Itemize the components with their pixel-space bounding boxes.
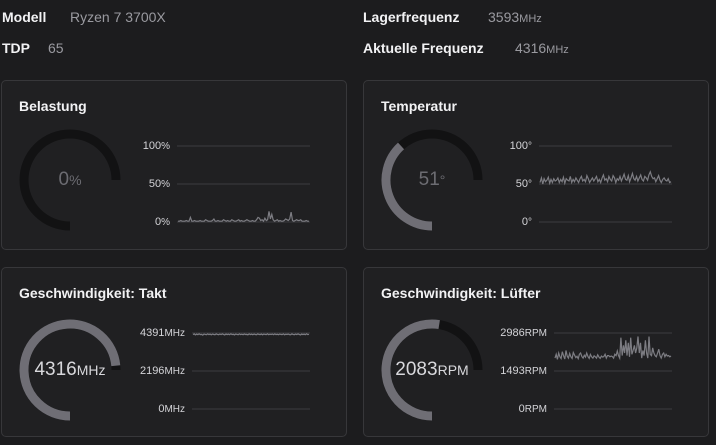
temperature-tick-max-value: 100 — [509, 140, 528, 152]
clock-speed-tick-max: 4391MHz — [140, 327, 185, 339]
temperature-tick-mid-unit: ° — [528, 179, 532, 190]
temperature-tick-min-value: 0 — [521, 216, 528, 228]
current-frequency-value: 4316MHz — [515, 40, 569, 56]
base-frequency-label: Lagerfrequenz — [363, 9, 460, 25]
fan-speed-gauge-ring — [381, 319, 483, 421]
fan-speed-gauge-value: 2083 — [395, 359, 438, 380]
load-tick-max-unit: % — [161, 141, 170, 152]
load-tick-min-value: 0 — [154, 216, 162, 228]
clock-speed-gauge-readout: 4316 MHz — [18, 318, 122, 422]
fan-speed-tick-max: 2986RPM — [500, 327, 547, 339]
temperature-card-title: Temperatur — [381, 98, 457, 114]
load-tick-max-value: 100 — [142, 140, 162, 152]
load-gauge: 0% — [18, 128, 122, 232]
clock-speed-gauge-value: 4316 — [34, 359, 77, 380]
temperature-tick-max-unit: ° — [528, 141, 532, 152]
clock-speed-tick-min: 0MHz — [158, 403, 185, 415]
current-frequency-unit: MHz — [546, 44, 569, 56]
fan-speed-tick-mid-unit: RPM — [524, 366, 547, 377]
load-tick-mid-unit: % — [161, 179, 170, 190]
clock-speed-gauge: 4316 MHz — [18, 318, 122, 422]
clock-speed-tick-max-unit: MHz — [164, 328, 185, 339]
temperature-tick-min: 0° — [522, 216, 532, 228]
fan-speed-tick-max-unit: RPM — [524, 328, 547, 339]
load-gauge-readout: 0% — [18, 128, 122, 232]
series-line — [178, 211, 309, 223]
load-gauge-ring — [19, 129, 121, 231]
gauge-fill — [381, 142, 433, 231]
clock-speed-tick-min-unit: MHz — [164, 404, 185, 415]
gauge-fill — [19, 319, 121, 421]
temperature-tick-mid-value: 50 — [515, 178, 528, 190]
gauge-track — [19, 129, 121, 231]
model-value: Ryzen 7 3700X — [70, 9, 166, 25]
clock-speed-gauge-ring — [19, 319, 121, 421]
model-label: Modell — [2, 9, 47, 25]
fan-speed-tick-mid-value: 1493 — [500, 365, 525, 377]
series-line — [192, 333, 310, 336]
temperature-gauge: 51 ° — [380, 128, 484, 232]
temperature-gauge-value: 51 — [418, 169, 440, 190]
temperature-tick-min-unit: ° — [528, 217, 532, 228]
base-frequency-value: 3593MHz — [488, 9, 542, 25]
fan-speed-tick-max-value: 2986 — [500, 327, 525, 339]
fan-speed-tick-min-unit: RPM — [524, 404, 547, 415]
temperature-tick-max: 100° — [510, 140, 532, 152]
load-tick-mid: 50% — [149, 178, 170, 190]
fan-speed-sparkline — [554, 332, 672, 410]
fan-speed-card: Geschwindigkeit: Lüfter 2083 RPM 2986RPM … — [363, 267, 709, 437]
load-tick-max: 100% — [143, 140, 170, 152]
clock-speed-tick-mid: 2196MHz — [140, 365, 185, 377]
current-frequency-label: Aktuelle Frequenz — [363, 40, 484, 56]
temperature-sparkline — [539, 145, 672, 223]
current-frequency-number: 4316 — [515, 40, 547, 56]
gauge-fill — [381, 319, 440, 421]
load-card: Belastung 0% 100% 50% 0% — [1, 80, 347, 250]
load-tick-mid-value: 50 — [148, 178, 162, 190]
load-gauge-unit: % — [69, 172, 82, 188]
clock-speed-card-title: Geschwindigkeit: Takt — [19, 285, 167, 301]
fan-speed-tick-mid: 1493RPM — [500, 365, 547, 377]
clock-speed-sparkline — [192, 332, 310, 410]
fan-speed-gauge: 2083 RPM — [380, 318, 484, 422]
clock-speed-tick-mid-value: 2196 — [139, 365, 165, 377]
fan-speed-tick-min: 0RPM — [519, 403, 547, 415]
temperature-gauge-unit: ° — [439, 172, 446, 188]
clock-speed-card: Geschwindigkeit: Takt 4316 MHz 4391MHz 21… — [1, 267, 347, 437]
clock-speed-tick-max-value: 4391 — [139, 327, 165, 339]
series-line — [539, 170, 672, 186]
load-tick-min-unit: % — [161, 217, 170, 228]
base-frequency-number: 3593 — [488, 9, 520, 25]
fan-speed-tick-min-value: 0 — [518, 403, 525, 415]
temperature-card: Temperatur 51 ° 100° 50° 0° — [363, 80, 709, 250]
clock-speed-tick-min-value: 0 — [158, 403, 165, 415]
clock-speed-tick-mid-unit: MHz — [164, 366, 185, 377]
fan-speed-gauge-readout: 2083 RPM — [380, 318, 484, 422]
tdp-label: TDP — [2, 40, 30, 56]
temperature-tick-mid: 50° — [516, 178, 532, 190]
load-sparkline — [177, 145, 310, 223]
base-frequency-unit: MHz — [519, 13, 542, 25]
load-gauge-value: 0 — [58, 169, 70, 190]
load-card-title: Belastung — [19, 98, 87, 114]
fan-speed-card-title: Geschwindigkeit: Lüfter — [381, 285, 541, 301]
series-line — [554, 336, 672, 361]
temperature-gauge-ring — [381, 129, 483, 231]
fan-speed-gauge-unit: RPM — [437, 362, 469, 378]
load-tick-min: 0% — [155, 216, 170, 228]
temperature-gauge-readout: 51 ° — [380, 128, 484, 232]
clock-speed-gauge-unit: MHz — [76, 362, 106, 378]
tdp-value: 65 — [48, 40, 64, 56]
